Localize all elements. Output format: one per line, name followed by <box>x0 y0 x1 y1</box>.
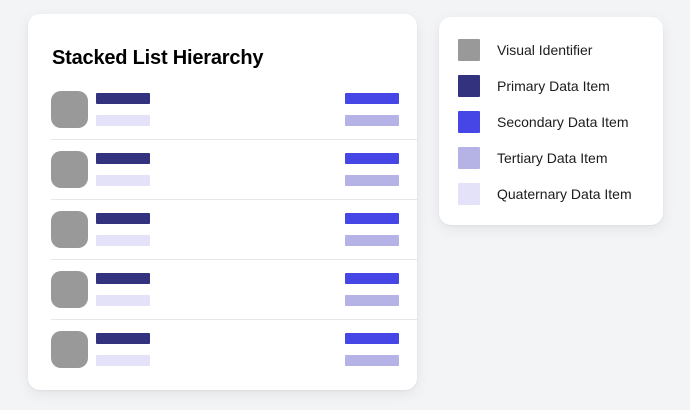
page-title: Stacked List Hierarchy <box>52 47 264 69</box>
secondary-data-bar <box>345 273 399 284</box>
list-item <box>28 260 417 319</box>
right-bar-group <box>345 93 399 126</box>
legend-swatch-primary <box>458 75 480 97</box>
tertiary-data-bar <box>345 175 399 186</box>
visual-identifier-block <box>51 151 88 188</box>
legend-swatch-quaternary <box>458 183 480 205</box>
left-bar-group <box>96 153 150 186</box>
legend-label: Primary Data Item <box>497 78 610 94</box>
secondary-data-bar <box>345 213 399 224</box>
secondary-data-bar <box>345 333 399 344</box>
tertiary-data-bar <box>345 115 399 126</box>
legend-swatch-tertiary <box>458 147 480 169</box>
legend-item: Primary Data Item <box>458 75 663 97</box>
legend-label: Visual Identifier <box>497 42 593 58</box>
primary-data-bar <box>96 333 150 344</box>
stacked-list <box>28 80 417 379</box>
row-divider <box>51 319 417 320</box>
secondary-data-bar <box>345 153 399 164</box>
quaternary-data-bar <box>96 175 150 186</box>
row-divider <box>51 199 417 200</box>
legend-item: Quaternary Data Item <box>458 183 663 205</box>
secondary-data-bar <box>345 93 399 104</box>
legend-list: Visual Identifier Primary Data Item Second… <box>458 39 663 205</box>
primary-data-bar <box>96 93 150 104</box>
primary-data-bar <box>96 273 150 284</box>
right-bar-group <box>345 153 399 186</box>
list-item <box>28 320 417 379</box>
list-item <box>28 140 417 199</box>
list-item <box>28 80 417 139</box>
left-bar-group <box>96 333 150 366</box>
visual-identifier-block <box>51 271 88 308</box>
legend-label: Secondary Data Item <box>497 114 629 130</box>
left-bar-group <box>96 93 150 126</box>
legend-label: Tertiary Data Item <box>497 150 608 166</box>
legend-label: Quaternary Data Item <box>497 186 632 202</box>
legend-item: Visual Identifier <box>458 39 663 61</box>
row-divider <box>51 259 417 260</box>
primary-data-bar <box>96 213 150 224</box>
primary-data-bar <box>96 153 150 164</box>
legend-item: Tertiary Data Item <box>458 147 663 169</box>
quaternary-data-bar <box>96 235 150 246</box>
list-item <box>28 200 417 259</box>
legend-swatch-secondary <box>458 111 480 133</box>
left-bar-group <box>96 213 150 246</box>
right-bar-group <box>345 213 399 246</box>
quaternary-data-bar <box>96 355 150 366</box>
tertiary-data-bar <box>345 295 399 306</box>
visual-identifier-block <box>51 211 88 248</box>
visual-identifier-block <box>51 331 88 368</box>
tertiary-data-bar <box>345 235 399 246</box>
legend-swatch-identifier <box>458 39 480 61</box>
stacked-list-card: Stacked List Hierarchy <box>28 14 417 390</box>
tertiary-data-bar <box>345 355 399 366</box>
left-bar-group <box>96 273 150 306</box>
right-bar-group <box>345 333 399 366</box>
row-divider <box>51 139 417 140</box>
legend-card: Visual Identifier Primary Data Item Second… <box>439 17 663 225</box>
right-bar-group <box>345 273 399 306</box>
quaternary-data-bar <box>96 295 150 306</box>
legend-item: Secondary Data Item <box>458 111 663 133</box>
visual-identifier-block <box>51 91 88 128</box>
quaternary-data-bar <box>96 115 150 126</box>
